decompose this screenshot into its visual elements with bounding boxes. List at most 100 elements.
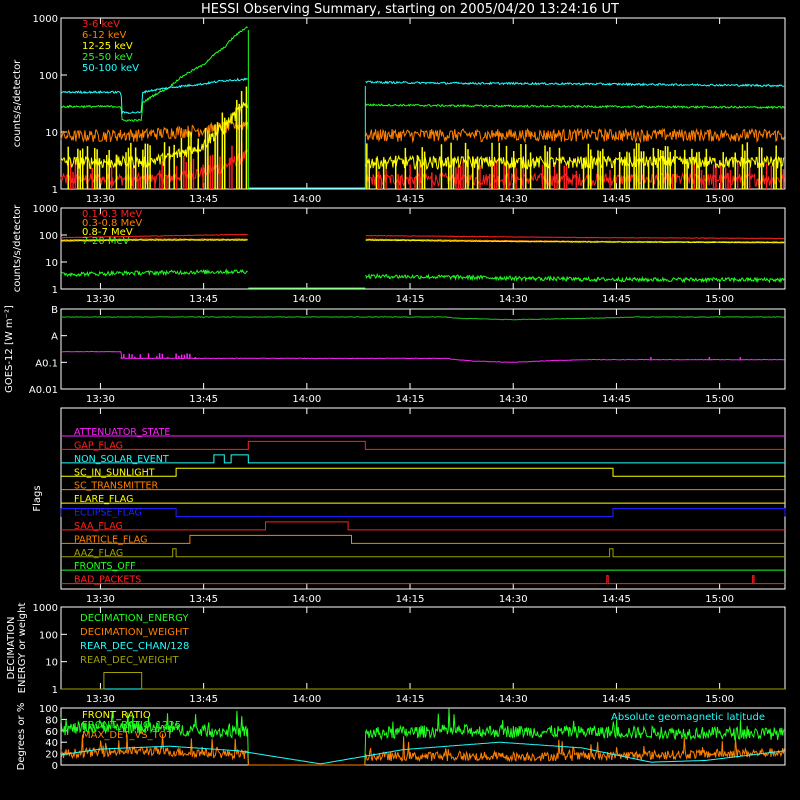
panel-goes-xtick-label: 14:30: [499, 394, 528, 405]
panel-flags-xtick-label: 13:30: [86, 594, 115, 605]
panel-high-energy-xtick-label: 15:00: [705, 294, 734, 305]
panel-ratios-ytick-label: 100: [39, 704, 58, 715]
panel-high-energy-ytick-label: 1000: [33, 204, 58, 215]
panel-count-rates-series-4: [60, 77, 785, 116]
panel-goes-xtick-label: 13:30: [86, 394, 115, 405]
panel-high-energy-frame: [60, 207, 786, 290]
panel-goes-xtick-label: 13:45: [189, 394, 218, 405]
panel-goes-xtick-label: 14:45: [602, 394, 631, 405]
panel-high-energy-series-1: [61, 238, 785, 243]
panel-decimation-legend-entry: DECIMATION_WEIGHT: [80, 627, 189, 638]
panel-goes-xtick-label: 14:15: [396, 394, 425, 405]
panel-flags-label: SAA_FLAG: [74, 521, 123, 532]
figure-title: HESSI Observing Summary, starting on 200…: [201, 2, 619, 17]
panel-goes-ytick-label: A: [51, 332, 58, 343]
panel-flags-label: GAP_FLAG: [74, 440, 123, 451]
panel-flags-trace-9: [61, 548, 785, 558]
panel-high-energy-ytick-label: 1: [52, 285, 58, 296]
panel-ratios-ytick-label: 20: [45, 750, 58, 761]
panel-decimation-ytick-label: 10: [45, 658, 58, 669]
panel-flags-xtick-label: 15:00: [705, 594, 734, 605]
panel-decimation-ytick-label: 1000: [33, 603, 58, 614]
panel-count-rates-frame: [60, 17, 786, 190]
panel-ratios-legend-entry: FRONT_RATIO: [82, 710, 151, 721]
panel-count-rates-xtick-label: 13:30: [86, 194, 115, 205]
panel-flags-trace-3: [61, 467, 785, 477]
panel-count-rates-legend-entry: 6-12 keV: [82, 30, 126, 41]
panel-flags-label: PARTICLE_FLAG: [74, 534, 147, 545]
panel-flags-label: ATTENUATOR_STATE: [74, 427, 170, 438]
panel-flags-xtick-label: 14:00: [292, 594, 321, 605]
panel-decimation-xtick-label: 13:45: [189, 694, 218, 705]
panel-count-rates-legend-entry: 12-25 keV: [82, 41, 133, 52]
panel-decimation-xtick-label: 14:15: [396, 694, 425, 705]
panel-count-rates-series-2: [60, 102, 785, 171]
panel-high-energy-xtick-label: 14:15: [396, 294, 425, 305]
panel-decimation-xtick-label: 14:30: [499, 694, 528, 705]
panel-flags-trace-2: [61, 454, 785, 464]
panel-count-rates-ytick-label: 1000: [33, 14, 58, 25]
panel-flags-xtick-label: 13:45: [189, 594, 218, 605]
panel-count-rates-series-1: [60, 119, 785, 144]
panel-count-rates-xtick-label: 15:00: [705, 194, 734, 205]
panel-ratios-ytick-label: 60: [45, 727, 58, 738]
panel-flags-label: FLARE_FLAG: [74, 494, 134, 505]
panel-count-rates-series-3: [60, 26, 785, 122]
panel-high-energy-xtick-label: 13:30: [86, 294, 115, 305]
panel-high-energy-ytick-label: 100: [39, 231, 58, 242]
panel-goes-xtick-label: 15:00: [705, 394, 734, 405]
panel-ratios-frame: [60, 707, 786, 766]
panel-count-rates-xtick-label: 14:00: [292, 194, 321, 205]
panel-decimation-ylabel: DECIMATION: [6, 616, 17, 679]
panel-ratios-series-1: [60, 708, 785, 766]
panel-high-energy-legend-entry: 0.8-7 MeV: [82, 227, 133, 238]
panel-flags-frame: [60, 407, 786, 590]
panel-flags-xtick-label: 14:30: [499, 594, 528, 605]
panel-ratios-series-2: [60, 733, 785, 766]
panel-ratios-ytick-label: 40: [45, 738, 58, 749]
panel-high-energy-series-0: [60, 233, 785, 240]
panel-goes-series-1: [60, 350, 785, 363]
panel-ratios-legend-entry: FRONT_RATIO_1225: [82, 720, 181, 731]
panel-high-energy-legend-entry: 0.3-0.8 MeV: [82, 218, 142, 229]
panel-goes-ytick-label: B: [51, 305, 58, 316]
panel-goes-ylabel: GOES-12 [W m⁻²]: [4, 305, 15, 393]
panel-flags-trace-7: [61, 521, 785, 531]
panel-count-rates-ytick-label: 100: [39, 71, 58, 82]
panel-high-energy-xtick-label: 14:45: [602, 294, 631, 305]
panel-goes-series-0: [61, 316, 785, 321]
panel-ratios-ytick-label: 0: [52, 761, 58, 772]
panel-flags-xtick-label: 14:45: [602, 594, 631, 605]
panel-flags-trace-6: [60, 508, 786, 517]
panel-count-rates-legend-entry: 3-6 keV: [82, 19, 120, 30]
panel-high-energy-legend-entry: 0.1-0.3 MeV: [82, 209, 142, 220]
panel-flags-label: FRONTS_OFF: [74, 561, 136, 572]
panel-high-energy-series-3: [60, 268, 785, 284]
panel-count-rates-xtick-label: 14:45: [602, 194, 631, 205]
panel-decimation-ylabel-2: ENERGY or weight: [17, 603, 28, 694]
panel-ratios-ylabel: Degrees or %: [16, 703, 27, 771]
panel-count-rates-xtick-label: 14:30: [499, 194, 528, 205]
panel-decimation-xtick-label: 14:45: [602, 694, 631, 705]
panel-ratios-legend-entry: MAX_DET_VS_TOT: [82, 730, 174, 741]
panel-decimation-xtick-label: 15:00: [705, 694, 734, 705]
panel-decimation-ytick-label: 100: [39, 630, 58, 641]
panel-count-rates-ytick-label: 10: [45, 128, 58, 139]
panel-flags-label: SC_TRANSMITTER: [74, 481, 159, 492]
panel-high-energy-xtick-label: 13:45: [189, 294, 218, 305]
panel-flags-ylabel: Flags: [32, 485, 43, 511]
panel-flags-trace-1: [61, 440, 785, 450]
panel-goes-frame: [60, 308, 786, 390]
panel-flags-label: ECLIPSE_FLAG: [74, 508, 142, 519]
panel-decimation-legend-entry: REAR_DEC_CHAN/128: [80, 641, 189, 652]
panel-high-energy-ytick-label: 10: [45, 258, 58, 269]
panel-ratios-series-3: [60, 741, 784, 765]
panel-count-rates-ylabel: counts/s/detector: [12, 59, 23, 147]
panels: 13:30 13:45 14:00 14:15 14:30 14:45 15:00 1 10 10…: [4, 14, 786, 772]
panel-decimation-series-3: [61, 672, 785, 690]
panel-high-energy-legend-entry: 7-20 MeV: [82, 236, 130, 247]
panel-decimation-legend-entry: REAR_DEC_WEIGHT: [80, 655, 179, 666]
panel-high-energy-series-2: [60, 239, 785, 244]
panel-count-rates-legend-entry: 50-100 keV: [82, 63, 139, 74]
panel-goes-ytick-label: A0.01: [29, 385, 58, 396]
